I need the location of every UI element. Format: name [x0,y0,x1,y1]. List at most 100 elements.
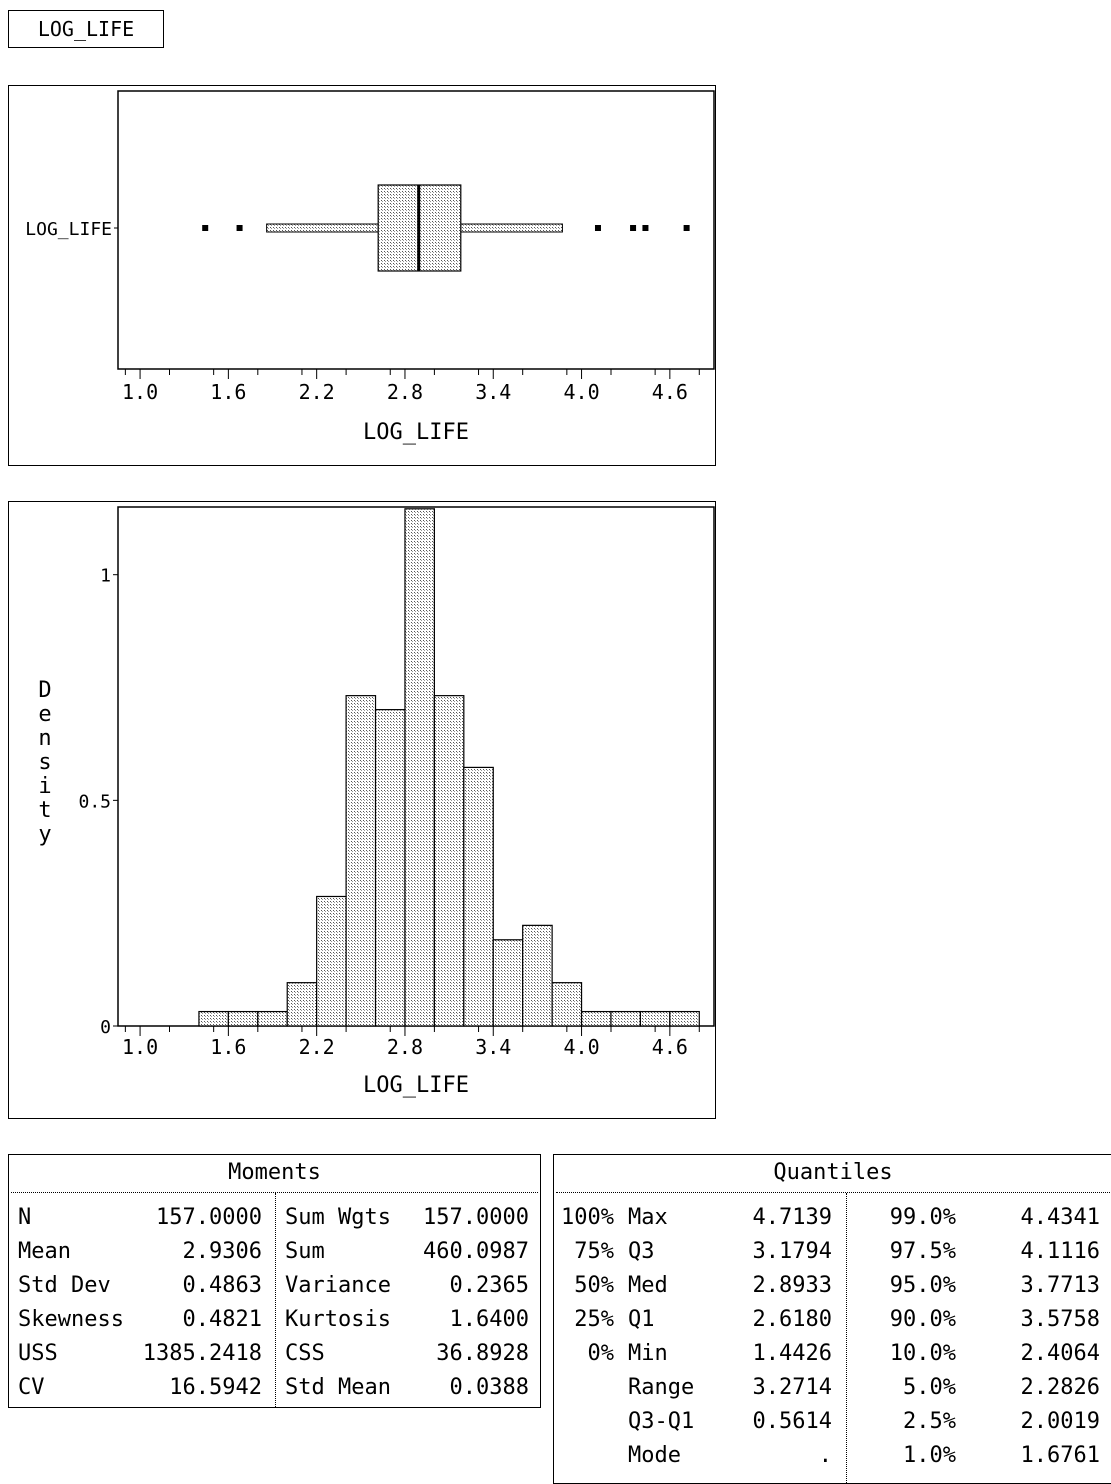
quantile-percent: 90.0% [889,1307,956,1332]
quantile-value: 4.4341 [1020,1205,1100,1230]
x-tick-label: 2.2 [299,380,335,404]
quantile-value: 4.7139 [752,1205,832,1230]
quantile-percent: 25% [574,1307,614,1332]
x-tick-label: 2.8 [387,1035,423,1059]
quantile-percent: 5.0% [903,1375,956,1400]
moment-value: 157.0000 [423,1205,529,1230]
quantile-value: 1.6761 [1020,1443,1100,1468]
x-tick-label: 4.0 [563,1035,599,1059]
histogram-bar [580,1010,612,1027]
histogram-bar [316,895,347,1027]
moment-value: 0.4821 [182,1307,262,1332]
moment-value: 2.9306 [182,1239,262,1264]
x-tick-label: 1.6 [210,380,246,404]
quantiles-row: 0% Min 1.4426 10.0% 2.4064 [554,1337,1111,1371]
moments-row: N 157.0000 Sum Wgts 157.0000 [9,1201,540,1235]
histogram-bar [551,982,583,1027]
outlier-point [642,225,649,231]
moments-divider [11,1192,538,1193]
quantiles-row: Range 3.2714 5.0% 2.2826 [554,1371,1111,1405]
moment-label: Skewness [18,1307,124,1332]
histogram-bar [522,924,553,1027]
moment-value: 157.0000 [156,1205,262,1230]
y-tick-label: 0.5 [78,791,111,812]
quantile-value: 3.1794 [752,1239,832,1264]
upper-whisker [460,223,563,233]
variable-label[interactable]: LOG_LIFE [8,10,164,48]
quantiles-row: Mode. 1.0% 1.6761 [554,1439,1111,1473]
histogram-bar [374,709,406,1027]
moment-value: 460.0987 [423,1239,529,1264]
quantile-value: 4.1116 [1020,1239,1100,1264]
quantiles-row: 100% Max 4.7139 99.0% 4.4341 [554,1201,1111,1235]
moments-row: Std Dev 0.4863 Variance 0.2365 [9,1269,540,1303]
moments-row: CV 16.5942 Std Mean 0.0388 [9,1371,540,1405]
moment-value: 0.2365 [449,1273,529,1298]
histogram-bar [404,508,435,1027]
moment-label: N [18,1205,32,1230]
outlier-point [594,225,601,231]
quantile-percent: 100% [561,1205,614,1230]
moment-label: Std Mean [285,1375,391,1400]
quantile-value: 2.6180 [752,1307,832,1332]
quantile-label: Q3 [628,1239,655,1264]
histogram-bar [669,1010,700,1027]
quantile-value: 2.2826 [1020,1375,1100,1400]
quantiles-table: Quantiles 100% Max 4.7139 99.0% 4.4341 75% Q3 3… [553,1154,1111,1484]
moment-value: 16.5942 [169,1375,262,1400]
moment-label: Mean [18,1239,71,1264]
moments-row: Skewness 0.4821 Kurtosis 1.6400 [9,1303,540,1337]
boxplot-chart: 1.0 1.6 2.2 2.8 3.4 4.0 4.6 LOG_LIFE LOG_LIFE [25,90,715,445]
boxplot-panel: 1.0 1.6 2.2 2.8 3.4 4.0 4.6 LOG_LIFE LOG_LIFE [8,85,716,466]
moments-table: Moments N 157.0000 Sum Wgts 157.0000 Mean 2.9… [8,1154,541,1408]
x-tick-label: 3.4 [475,380,511,404]
quantile-value: 2.4064 [1020,1341,1100,1366]
histogram-bar [198,1010,229,1027]
moment-value: 1385.2418 [142,1341,262,1366]
moments-column-divider [275,1193,276,1407]
y-tick-label: 1 [100,566,111,587]
moment-label: USS [18,1341,58,1366]
moment-label: Std Dev [18,1273,111,1298]
quantiles-row: 75% Q3 3.1794 97.5% 4.1116 [554,1235,1111,1269]
quantile-label: Q1 [628,1307,655,1332]
quantile-percent: 97.5% [889,1239,956,1264]
outlier-point [630,225,637,231]
quantile-value: 3.2714 [752,1375,832,1400]
histogram-bar [492,939,524,1027]
quantile-percent: 2.5% [903,1409,956,1434]
quantile-label: Min [628,1341,668,1366]
plot-frame [117,90,715,370]
histogram-bar [463,766,494,1027]
lower-whisker [266,223,379,233]
moment-value: 0.4863 [182,1273,262,1298]
histogram-chart: 1.0 1.6 2.2 2.8 3.4 4.0 4.6 LOG_LIFE 0 0.5 1 D e n s i t… [38,506,715,1098]
moment-label: Sum Wgts [285,1205,391,1230]
moment-value: 1.6400 [449,1307,529,1332]
moment-label: Variance [285,1273,391,1298]
quantile-label: Med [628,1273,668,1298]
x-tick-label: 1.6 [210,1035,246,1059]
x-tick-label: 1.0 [122,1035,158,1059]
quantiles-row: Q3-Q1 0.5614 2.5% 2.0019 [554,1405,1111,1439]
outlier-point [683,225,690,231]
moment-label: CSS [285,1341,325,1366]
quantile-value: 1.4426 [752,1341,832,1366]
x-tick-label: 3.4 [475,1035,511,1059]
quantiles-divider [556,1192,1110,1193]
quantile-percent: 95.0% [889,1273,956,1298]
histogram-bar [286,982,318,1027]
histogram-bar [257,1010,288,1027]
histogram-bar [227,1010,259,1027]
quantile-label: Max [628,1205,668,1230]
quantile-percent: 0% [587,1341,615,1366]
x-axis-label: LOG_LIFE [363,1073,469,1098]
quantile-percent: 99.0% [889,1205,956,1230]
histogram-bar [433,695,465,1027]
moments-title: Moments [228,1160,321,1185]
quantiles-column-divider [846,1193,847,1483]
x-tick-label: 4.6 [652,1035,688,1059]
category-label: LOG_LIFE [25,219,112,240]
